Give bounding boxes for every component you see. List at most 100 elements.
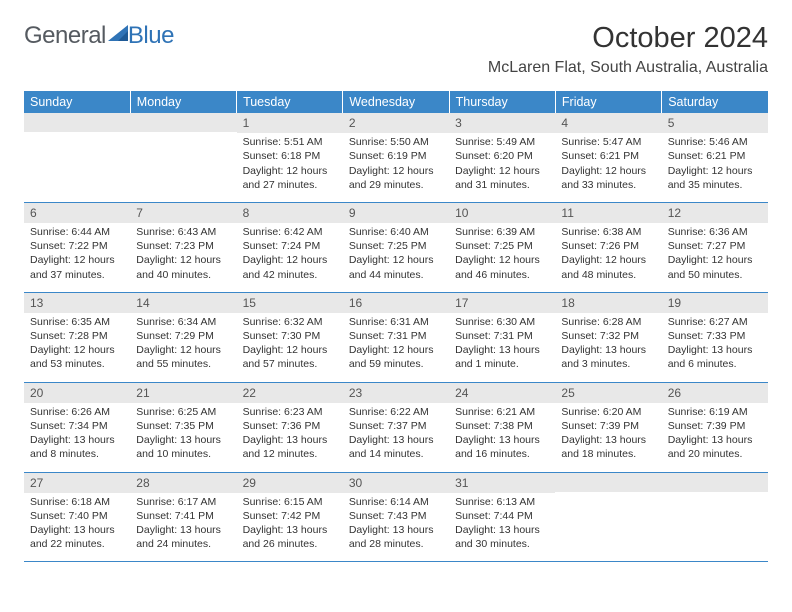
- cell-body: Sunrise: 6:36 AMSunset: 7:27 PMDaylight:…: [662, 223, 768, 292]
- day-number: 1: [237, 113, 343, 133]
- sunset-line: Sunset: 7:23 PM: [136, 239, 230, 253]
- calendar-body: 1Sunrise: 5:51 AMSunset: 6:18 PMDaylight…: [24, 113, 768, 562]
- sunrise-line: Sunrise: 5:49 AM: [455, 135, 549, 149]
- sunset-line: Sunset: 6:19 PM: [349, 149, 443, 163]
- day-number: 28: [130, 473, 236, 493]
- daylight-line-1: Daylight: 13 hours: [30, 523, 124, 537]
- cell-body: Sunrise: 6:44 AMSunset: 7:22 PMDaylight:…: [24, 223, 130, 292]
- empty-daynum: [555, 473, 661, 492]
- sunrise-line: Sunrise: 6:32 AM: [243, 315, 337, 329]
- daylight-line-1: Daylight: 12 hours: [349, 164, 443, 178]
- sunset-line: Sunset: 7:35 PM: [136, 419, 230, 433]
- empty-daynum: [662, 473, 768, 492]
- daylight-line-2: and 50 minutes.: [668, 268, 762, 282]
- cell-body: Sunrise: 6:23 AMSunset: 7:36 PMDaylight:…: [237, 403, 343, 472]
- sunset-line: Sunset: 7:28 PM: [30, 329, 124, 343]
- daylight-line-1: Daylight: 12 hours: [668, 253, 762, 267]
- day-header: Wednesday: [343, 91, 449, 113]
- day-number: 26: [662, 383, 768, 403]
- daylight-line-2: and 26 minutes.: [243, 537, 337, 551]
- daylight-line-1: Daylight: 12 hours: [136, 343, 230, 357]
- daylight-line-2: and 33 minutes.: [561, 178, 655, 192]
- day-number: 22: [237, 383, 343, 403]
- calendar-page: General Blue October 2024 McLaren Flat, …: [0, 0, 792, 562]
- day-number: 17: [449, 293, 555, 313]
- daylight-line-2: and 42 minutes.: [243, 268, 337, 282]
- cell-body: Sunrise: 6:42 AMSunset: 7:24 PMDaylight:…: [237, 223, 343, 292]
- daylight-line-2: and 27 minutes.: [243, 178, 337, 192]
- cell-body: Sunrise: 6:13 AMSunset: 7:44 PMDaylight:…: [449, 493, 555, 562]
- calendar-cell: 22Sunrise: 6:23 AMSunset: 7:36 PMDayligh…: [237, 382, 343, 472]
- sunrise-line: Sunrise: 6:26 AM: [30, 405, 124, 419]
- daylight-line-1: Daylight: 13 hours: [455, 343, 549, 357]
- sunrise-line: Sunrise: 6:31 AM: [349, 315, 443, 329]
- daylight-line-2: and 12 minutes.: [243, 447, 337, 461]
- cell-body: Sunrise: 5:47 AMSunset: 6:21 PMDaylight:…: [555, 133, 661, 202]
- logo-text-general: General: [24, 22, 106, 50]
- sunrise-line: Sunrise: 6:18 AM: [30, 495, 124, 509]
- calendar-cell: 27Sunrise: 6:18 AMSunset: 7:40 PMDayligh…: [24, 472, 130, 562]
- cell-body: Sunrise: 6:20 AMSunset: 7:39 PMDaylight:…: [555, 403, 661, 472]
- calendar-cell: 11Sunrise: 6:38 AMSunset: 7:26 PMDayligh…: [555, 202, 661, 292]
- logo-text-blue: Blue: [128, 22, 174, 50]
- sunrise-line: Sunrise: 6:30 AM: [455, 315, 549, 329]
- calendar-cell: 3Sunrise: 5:49 AMSunset: 6:20 PMDaylight…: [449, 113, 555, 202]
- sunrise-line: Sunrise: 6:35 AM: [30, 315, 124, 329]
- sunrise-line: Sunrise: 6:38 AM: [561, 225, 655, 239]
- sunset-line: Sunset: 7:25 PM: [349, 239, 443, 253]
- sunrise-line: Sunrise: 6:39 AM: [455, 225, 549, 239]
- daylight-line-1: Daylight: 13 hours: [30, 433, 124, 447]
- daylight-line-1: Daylight: 13 hours: [455, 433, 549, 447]
- day-number: 14: [130, 293, 236, 313]
- daylight-line-2: and 6 minutes.: [668, 357, 762, 371]
- daylight-line-2: and 18 minutes.: [561, 447, 655, 461]
- day-number: 30: [343, 473, 449, 493]
- daylight-line-2: and 37 minutes.: [30, 268, 124, 282]
- day-number: 8: [237, 203, 343, 223]
- daylight-line-2: and 1 minute.: [455, 357, 549, 371]
- calendar-cell: 26Sunrise: 6:19 AMSunset: 7:39 PMDayligh…: [662, 382, 768, 472]
- daylight-line-2: and 3 minutes.: [561, 357, 655, 371]
- day-header: Monday: [130, 91, 236, 113]
- sunrise-line: Sunrise: 6:42 AM: [243, 225, 337, 239]
- daylight-line-1: Daylight: 13 hours: [243, 523, 337, 537]
- calendar-cell: 21Sunrise: 6:25 AMSunset: 7:35 PMDayligh…: [130, 382, 236, 472]
- daylight-line-1: Daylight: 13 hours: [455, 523, 549, 537]
- calendar-cell: 1Sunrise: 5:51 AMSunset: 6:18 PMDaylight…: [237, 113, 343, 202]
- calendar-cell: 17Sunrise: 6:30 AMSunset: 7:31 PMDayligh…: [449, 292, 555, 382]
- calendar-cell: 29Sunrise: 6:15 AMSunset: 7:42 PMDayligh…: [237, 472, 343, 562]
- empty-daynum: [24, 113, 130, 132]
- sunset-line: Sunset: 6:21 PM: [668, 149, 762, 163]
- day-header: Saturday: [662, 91, 768, 113]
- sunrise-line: Sunrise: 6:14 AM: [349, 495, 443, 509]
- calendar-cell: [555, 472, 661, 562]
- daylight-line-2: and 30 minutes.: [455, 537, 549, 551]
- daylight-line-1: Daylight: 12 hours: [349, 343, 443, 357]
- sunset-line: Sunset: 7:40 PM: [30, 509, 124, 523]
- cell-body: Sunrise: 6:38 AMSunset: 7:26 PMDaylight:…: [555, 223, 661, 292]
- calendar-cell: 5Sunrise: 5:46 AMSunset: 6:21 PMDaylight…: [662, 113, 768, 202]
- day-number: 9: [343, 203, 449, 223]
- cell-body: Sunrise: 5:50 AMSunset: 6:19 PMDaylight:…: [343, 133, 449, 202]
- calendar-cell: 14Sunrise: 6:34 AMSunset: 7:29 PMDayligh…: [130, 292, 236, 382]
- daylight-line-2: and 59 minutes.: [349, 357, 443, 371]
- calendar-row: 1Sunrise: 5:51 AMSunset: 6:18 PMDaylight…: [24, 113, 768, 202]
- sunrise-line: Sunrise: 6:43 AM: [136, 225, 230, 239]
- day-number: 31: [449, 473, 555, 493]
- day-number: 19: [662, 293, 768, 313]
- day-number: 15: [237, 293, 343, 313]
- day-number: 18: [555, 293, 661, 313]
- sunset-line: Sunset: 7:31 PM: [349, 329, 443, 343]
- day-number: 2: [343, 113, 449, 133]
- day-number: 5: [662, 113, 768, 133]
- cell-body: Sunrise: 5:51 AMSunset: 6:18 PMDaylight:…: [237, 133, 343, 202]
- calendar-cell: [662, 472, 768, 562]
- sunset-line: Sunset: 7:39 PM: [561, 419, 655, 433]
- sunrise-line: Sunrise: 6:40 AM: [349, 225, 443, 239]
- day-header: Friday: [555, 91, 661, 113]
- sunrise-line: Sunrise: 5:51 AM: [243, 135, 337, 149]
- cell-body: Sunrise: 6:18 AMSunset: 7:40 PMDaylight:…: [24, 493, 130, 562]
- daylight-line-1: Daylight: 13 hours: [349, 433, 443, 447]
- sunrise-line: Sunrise: 6:27 AM: [668, 315, 762, 329]
- calendar-cell: 25Sunrise: 6:20 AMSunset: 7:39 PMDayligh…: [555, 382, 661, 472]
